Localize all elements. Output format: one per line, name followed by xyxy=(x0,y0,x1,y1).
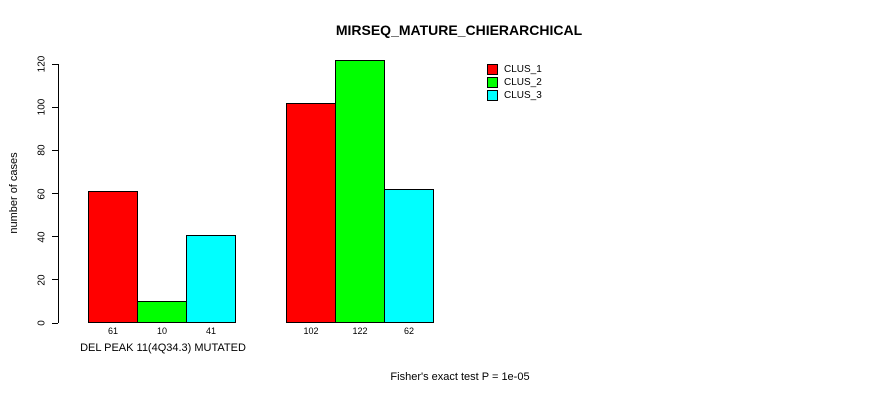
y-tick-mark xyxy=(52,149,58,151)
y-tick-label: 20 xyxy=(36,274,48,286)
bar-value-label: 62 xyxy=(403,326,415,336)
bar-value-label: 41 xyxy=(205,326,217,336)
x-axis-title: DEL PEAK 11(4Q34.3) MUTATED xyxy=(80,342,246,354)
y-tick-label: 120 xyxy=(36,55,48,73)
legend-swatch xyxy=(487,63,498,75)
y-tick-mark xyxy=(52,193,58,194)
y-tick-label: 40 xyxy=(36,231,48,243)
legend-item: CLUS_1 xyxy=(487,63,542,75)
bar-value-label: 10 xyxy=(156,326,168,336)
bar-clus_2-group2 xyxy=(335,59,385,323)
legend-label: CLUS_1 xyxy=(504,63,542,75)
bar-clus_2-group1 xyxy=(137,301,187,323)
legend-label: CLUS_3 xyxy=(504,89,542,101)
bar-value-label: 61 xyxy=(107,326,119,336)
y-tick-mark xyxy=(52,236,58,238)
legend-item: CLUS_2 xyxy=(487,76,542,88)
legend-swatch xyxy=(487,76,498,88)
y-tick-label: 80 xyxy=(36,144,48,156)
y-tick-mark xyxy=(52,106,58,108)
y-axis-title: number of cases xyxy=(8,152,20,234)
bar-clus_3-group2 xyxy=(384,189,434,323)
bar-clus_1-group1 xyxy=(88,191,138,323)
bar-value-label: 122 xyxy=(352,326,368,336)
y-tick-mark xyxy=(52,63,58,65)
legend-item: CLUS_3 xyxy=(487,89,542,101)
chart-title: MIRSEQ_MATURE_CHIERARCHICAL xyxy=(335,22,583,38)
y-axis-line xyxy=(58,64,59,323)
legend-swatch xyxy=(487,89,498,101)
y-tick-label: 0 xyxy=(36,320,48,326)
legend: CLUS_1 CLUS_2 CLUS_3 xyxy=(487,63,542,102)
footer-stats-text: Fisher's exact test P = 1e-05 xyxy=(390,371,530,383)
y-tick-label: 100 xyxy=(36,98,48,116)
y-tick-label: 60 xyxy=(36,187,48,200)
y-tick-mark xyxy=(52,322,58,324)
bar-clus_1-group2 xyxy=(286,102,336,323)
bar-clus_3-group1 xyxy=(186,234,236,323)
bar-value-label: 102 xyxy=(303,326,319,336)
y-tick-mark xyxy=(52,279,58,281)
legend-label: CLUS_2 xyxy=(504,76,542,88)
